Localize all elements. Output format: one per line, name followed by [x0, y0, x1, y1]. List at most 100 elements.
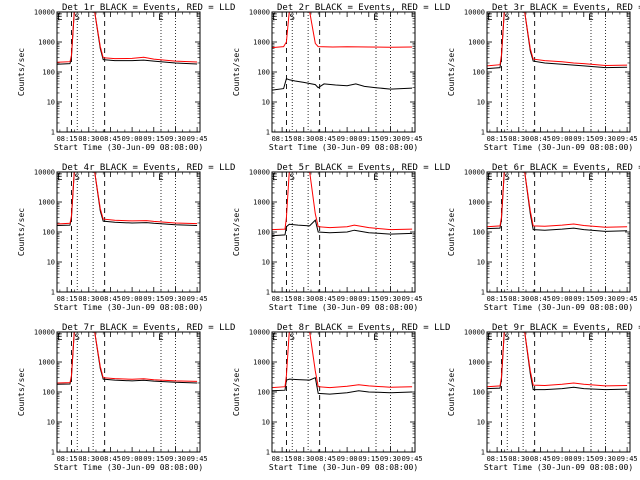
- panel-title: Det 2r BLACK = Events, RED = LLD: [277, 3, 450, 13]
- interval-marker-label: E: [373, 333, 378, 343]
- y-tick-label: 1000: [468, 199, 485, 207]
- y-tick-label: 1000: [253, 359, 270, 367]
- y-tick-label: 10: [477, 99, 485, 107]
- y-tick-label: 1000: [468, 39, 485, 47]
- x-tick-label: 09:15: [573, 295, 594, 303]
- interval-marker-label: S: [505, 13, 510, 23]
- series-events-line: [272, 376, 413, 395]
- y-tick-label: 10000: [34, 169, 55, 177]
- interval-marker-label: E: [373, 13, 378, 23]
- detector-panel-7: Det 7r BLACK = Events, RED = LLD Start Ti…: [17, 323, 235, 472]
- series-lld-line: [272, 172, 413, 231]
- y-tick-label: 10000: [464, 169, 485, 177]
- x-tick-label: 08:45: [100, 295, 121, 303]
- x-tick-label: 09:30: [380, 295, 401, 303]
- panel-title: Det 9r BLACK = Events, RED = LLD: [492, 323, 640, 333]
- x-tick-label: 09:15: [573, 455, 594, 463]
- interval-marker-label: E: [158, 173, 163, 183]
- interval-marker-label: E: [57, 333, 62, 343]
- x-tick-label: 09:15: [143, 135, 164, 143]
- y-tick-label: 10: [477, 419, 485, 427]
- y-tick-label: 10: [262, 419, 270, 427]
- y-tick-label: 10: [262, 259, 270, 267]
- x-tick-label: 08:30: [78, 135, 99, 143]
- x-tick-label: 09:30: [595, 455, 616, 463]
- y-axis-label: Counts/sec: [232, 48, 241, 96]
- x-axis: 08:15 08:30 08:45 09:00 09:15 09:30 09:45: [272, 172, 423, 303]
- x-axis: 08:15 08:30 08:45 09:00 09:15 09:30 09:45: [272, 12, 423, 143]
- x-tick-label: 09:15: [358, 135, 379, 143]
- y-tick-label: 100: [42, 69, 55, 77]
- interval-marker-label: S: [75, 13, 80, 23]
- x-axis: 08:15 08:30 08:45 09:00 09:15 09:30 09:45: [272, 332, 423, 463]
- x-tick-label: 09:15: [143, 455, 164, 463]
- x-tick-label: 09:00: [552, 295, 573, 303]
- interval-marker-label: S: [505, 173, 510, 183]
- panel-title: Det 4r BLACK = Events, RED = LLD: [62, 163, 235, 173]
- y-tick-label: 1: [266, 289, 270, 297]
- series-events-line: [272, 78, 413, 91]
- x-axis: 08:15 08:30 08:45 09:00 09:15 09:30 09:45: [57, 332, 208, 463]
- detector-panel-2: Det 2r BLACK = Events, RED = LLD Start Ti…: [232, 3, 450, 152]
- x-tick-label: 09:00: [552, 135, 573, 143]
- x-tick-label: 08:30: [508, 135, 529, 143]
- y-tick-label: 1: [481, 449, 485, 457]
- y-axis-label: Counts/sec: [232, 368, 241, 416]
- y-tick-label: 10000: [34, 329, 55, 337]
- x-axis-label: Start Time (30-Jun-09 08:08:00): [54, 303, 203, 312]
- x-tick-label: 08:15: [57, 135, 78, 143]
- panel-title: Det 7r BLACK = Events, RED = LLD: [62, 323, 235, 333]
- x-tick-label: 09:15: [358, 295, 379, 303]
- x-axis-label: Start Time (30-Jun-09 08:08:00): [269, 303, 418, 312]
- series-lld-line: [487, 332, 628, 388]
- x-axis-label: Start Time (30-Jun-09 08:08:00): [54, 143, 203, 152]
- y-tick-label: 100: [257, 229, 270, 237]
- y-tick-label: 100: [42, 229, 55, 237]
- y-axis-label: Counts/sec: [17, 48, 26, 96]
- x-tick-label: 08:15: [57, 455, 78, 463]
- interval-marker-label: S: [75, 173, 80, 183]
- x-tick-label: 08:15: [272, 455, 293, 463]
- detector-panel-9: Det 9r BLACK = Events, RED = LLD Start Ti…: [447, 323, 640, 472]
- x-tick-label: 08:30: [78, 455, 99, 463]
- y-axis-label: Counts/sec: [447, 208, 456, 256]
- y-axis-label: Counts/sec: [447, 48, 456, 96]
- x-axis: 08:15 08:30 08:45 09:00 09:15 09:30 09:45: [487, 332, 638, 463]
- y-tick-label: 1000: [38, 359, 55, 367]
- interval-marker-label: E: [373, 173, 378, 183]
- panel-title: Det 6r BLACK = Events, RED = LLD: [492, 163, 640, 173]
- x-axis-label: Start Time (30-Jun-09 08:08:00): [484, 303, 633, 312]
- interval-marker-label: E: [588, 333, 593, 343]
- y-tick-label: 10: [47, 419, 55, 427]
- y-tick-label: 100: [472, 229, 485, 237]
- y-tick-label: 100: [257, 389, 270, 397]
- detector-panel-8: Det 8r BLACK = Events, RED = LLD Start Ti…: [232, 323, 450, 472]
- plot-frame: [486, 11, 631, 133]
- series-lld-line: [57, 332, 198, 384]
- y-tick-label: 100: [42, 389, 55, 397]
- panel-title: Det 5r BLACK = Events, RED = LLD: [277, 163, 450, 173]
- x-tick-label: 09:45: [402, 135, 423, 143]
- series-lld-line: [272, 12, 413, 49]
- detector-panel-1: Det 1r BLACK = Events, RED = LLD Start Ti…: [17, 3, 235, 152]
- series-lld-line: [487, 172, 628, 228]
- plot-frame: [486, 331, 631, 453]
- interval-marker-label: S: [505, 333, 510, 343]
- plot-frame: [486, 171, 631, 293]
- y-tick-label: 1: [266, 449, 270, 457]
- panel-title: Det 3r BLACK = Events, RED = LLD: [492, 3, 640, 13]
- x-axis: 08:15 08:30 08:45 09:00 09:15 09:30 09:45: [57, 12, 208, 143]
- x-tick-label: 09:30: [595, 135, 616, 143]
- y-tick-label: 1: [51, 289, 55, 297]
- y-tick-label: 1000: [38, 199, 55, 207]
- x-tick-label: 09:15: [358, 455, 379, 463]
- y-axis-label: Counts/sec: [447, 368, 456, 416]
- x-tick-label: 09:45: [187, 295, 208, 303]
- plot-frame: [271, 331, 416, 453]
- series-events-line: [272, 219, 413, 237]
- plot-frame: [271, 11, 416, 133]
- x-tick-label: 09:00: [337, 455, 358, 463]
- series-lld-line: [57, 12, 198, 63]
- x-tick-label: 08:45: [315, 455, 336, 463]
- interval-marker-label: S: [75, 333, 80, 343]
